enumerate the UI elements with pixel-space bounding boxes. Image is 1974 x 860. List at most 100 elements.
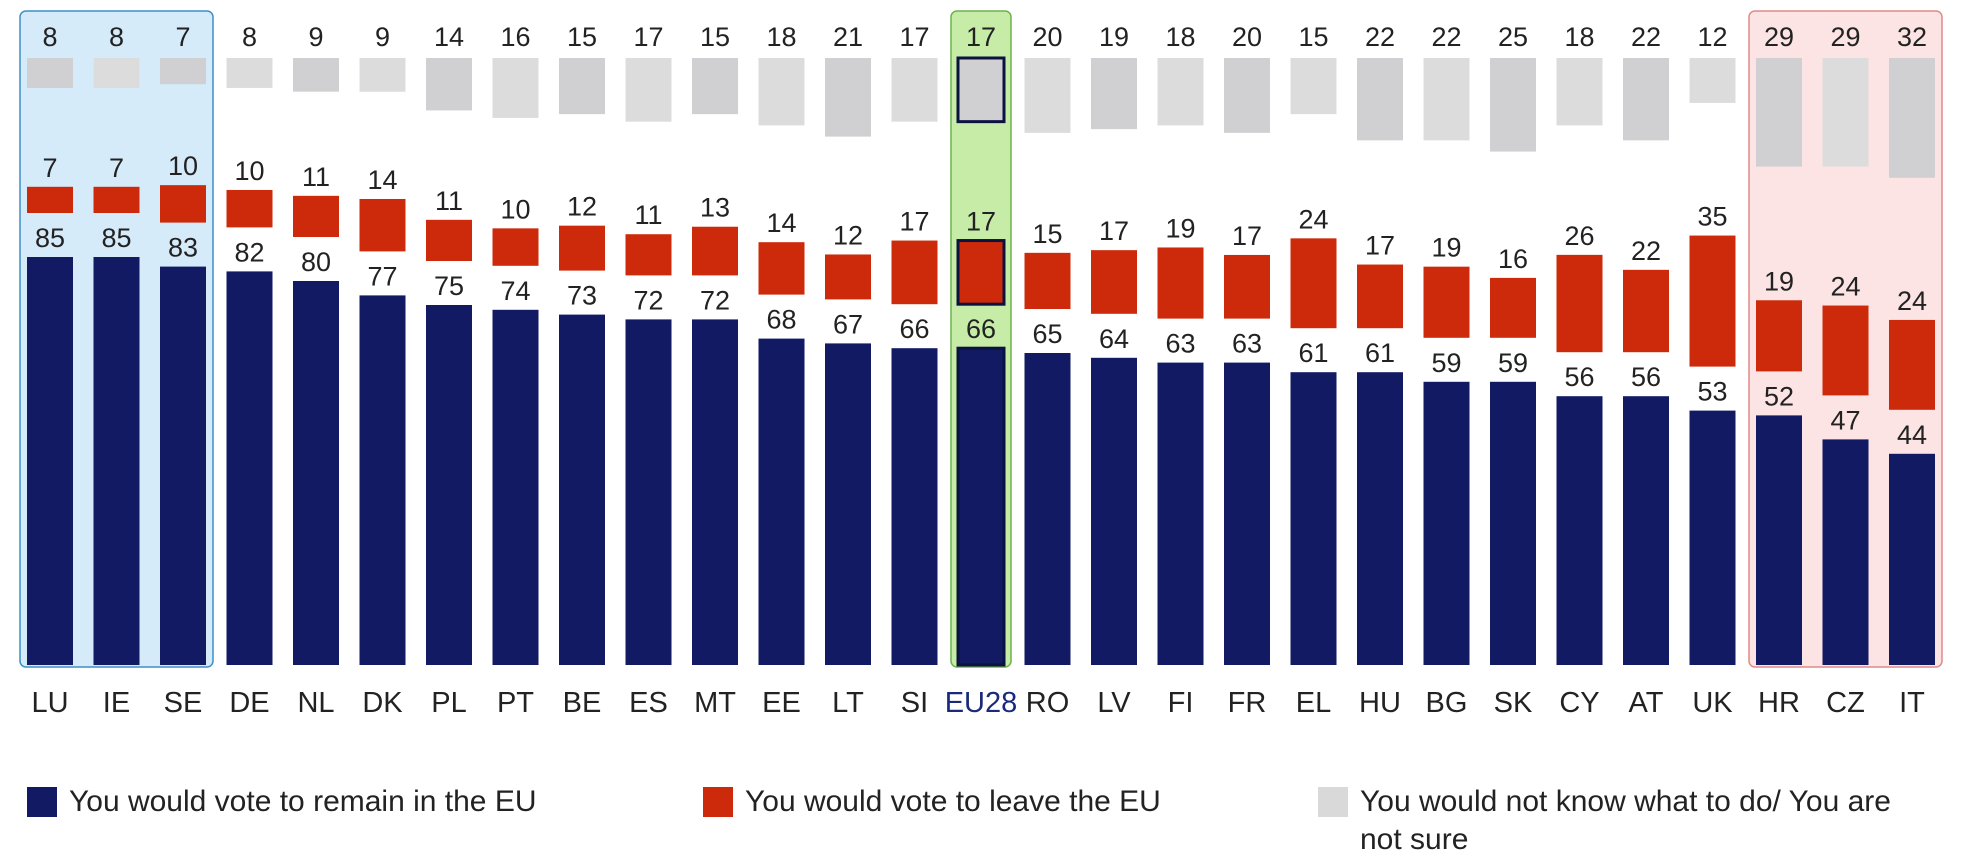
bar-remain-cz [1822,439,1869,665]
label-dont-know-hr: 29 [1764,22,1794,52]
label-remain-si: 66 [899,314,929,344]
category-label-pl: PL [431,687,466,719]
bar-remain-it [1889,453,1935,665]
label-leave-it: 24 [1897,286,1927,316]
legend-label-leave: You would vote to leave the EU [745,785,1161,818]
label-remain-mt: 72 [700,285,730,315]
label-leave-uk: 35 [1697,202,1727,232]
label-dont-know-ie: 8 [109,22,124,52]
bar-dont-know-hr [1756,58,1802,167]
label-dont-know-mt: 15 [700,22,730,52]
category-label-lt: LT [832,687,864,719]
category-label-eu28: EU28 [945,687,1018,719]
label-dont-know-lu: 8 [42,22,57,52]
label-leave-se: 10 [168,151,198,181]
bar-leave-uk [1689,235,1736,367]
label-leave-lv: 17 [1099,216,1129,246]
bar-dont-know-fr [1224,58,1270,133]
bar-leave-sk [1490,277,1536,338]
bar-remain-lv [1091,357,1137,665]
bar-leave-mt [692,226,738,276]
label-leave-ro: 15 [1032,219,1062,249]
bar-remain-uk [1689,410,1736,665]
label-leave-sk: 16 [1498,244,1528,274]
bar-leave-hu [1357,264,1403,329]
label-remain-lv: 64 [1099,324,1129,354]
label-remain-de: 82 [234,237,264,267]
bar-dont-know-de [226,58,273,88]
category-label-ro: RO [1026,687,1070,719]
bar-dont-know-uk [1689,58,1736,103]
category-label-nl: NL [297,687,334,719]
category-label-hr: HR [1758,687,1800,719]
label-leave-ie: 7 [109,153,124,183]
bar-leave-lt [825,254,871,300]
bar-leave-ro [1024,252,1071,309]
label-dont-know-lt: 21 [833,22,863,52]
bar-dont-know-eu28 [956,56,1006,124]
label-leave-fr: 17 [1232,221,1262,251]
category-label-cy: CY [1559,687,1599,719]
bar-leave-at [1623,269,1669,353]
label-leave-fi: 19 [1165,213,1195,243]
bar-leave-it [1889,319,1935,410]
bar-remain-at [1623,396,1669,665]
bar-dont-know-pt [492,58,539,118]
bar-dont-know-bg [1423,58,1470,141]
bar-leave-fr [1224,254,1270,319]
label-leave-lt: 12 [833,220,863,250]
label-dont-know-el: 15 [1298,22,1328,52]
bar-dont-know-el [1290,58,1337,115]
label-remain-hr: 52 [1764,381,1794,411]
bar-dont-know-it [1889,58,1935,178]
label-leave-be: 12 [567,192,597,222]
category-label-sk: SK [1494,687,1533,719]
label-remain-ee: 68 [766,305,796,335]
bar-remain-pt [492,309,539,665]
label-remain-nl: 80 [301,247,331,277]
category-label-se: SE [164,687,203,719]
legend-swatch-dont-know [1318,787,1348,817]
label-leave-ee: 14 [766,208,796,238]
label-remain-be: 73 [567,281,597,311]
bar-leave-pt [492,228,539,266]
bar-leave-be [559,225,605,271]
label-remain-pt: 74 [500,276,530,306]
bar-dont-know-nl [293,58,339,92]
bar-remain-bg [1423,381,1470,665]
bar-leave-ee [758,242,805,295]
label-leave-pt: 10 [500,194,530,224]
category-label-lu: LU [31,687,68,719]
label-remain-cz: 47 [1830,405,1860,435]
legend-label-dont-know: You would not know what to do/ You are n… [1360,785,1891,856]
label-leave-es: 11 [634,200,662,230]
label-leave-hr: 19 [1764,266,1794,296]
label-remain-ie: 85 [101,223,131,253]
category-label-pt: PT [497,687,534,719]
label-dont-know-nl: 9 [308,22,323,52]
bar-leave-ie [93,186,140,213]
bar-dont-know-lt [825,58,871,137]
label-dont-know-si: 17 [899,22,929,52]
bar-remain-be [559,314,605,665]
category-label-at: AT [1629,687,1664,719]
label-dont-know-es: 17 [633,22,663,52]
bar-dont-know-at [1623,58,1669,141]
label-leave-lu: 7 [42,153,57,183]
bar-leave-de [226,189,273,228]
category-label-es: ES [629,687,668,719]
bar-leave-dk [359,198,406,252]
bar-remain-sk [1490,381,1536,665]
label-dont-know-de: 8 [242,22,257,52]
category-label-hu: HU [1359,687,1401,719]
label-dont-know-be: 15 [567,22,597,52]
bar-leave-fi [1157,247,1204,319]
label-dont-know-hu: 22 [1365,22,1395,52]
category-label-si: SI [901,687,928,719]
category-label-cz: CZ [1826,687,1865,719]
bar-remain-fr [1224,362,1270,665]
bar-remain-mt [692,319,738,665]
label-remain-dk: 77 [367,261,397,291]
bar-leave-bg [1423,266,1470,338]
